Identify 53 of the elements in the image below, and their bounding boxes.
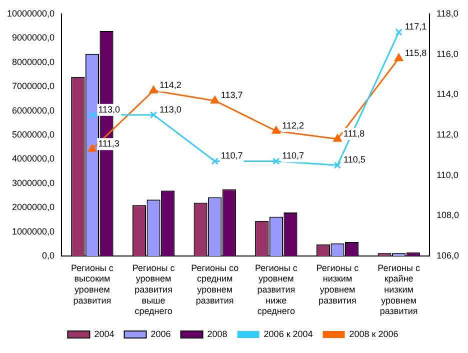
y-tick-label: 5000000,0: [12, 129, 55, 140]
data-label: 111,8: [343, 128, 365, 139]
data-label: 115,8: [404, 48, 427, 58]
y2-tick-label: 114,0: [436, 89, 458, 100]
y-tick-label: 1000000,0: [12, 226, 55, 236]
point: [149, 86, 158, 94]
legend-label: 2008: [207, 328, 228, 339]
point: [88, 111, 96, 118]
x-tick-label: Регионы с уровнем развития выше среднего: [132, 262, 176, 316]
y2-tick-label: 112,0: [436, 129, 458, 140]
y-tick-label: 8000000,0: [12, 56, 55, 67]
legend-label: 2006 к 2004: [264, 328, 313, 339]
point: [210, 96, 220, 104]
point: [272, 126, 280, 134]
point: [272, 158, 280, 165]
legend-label: 2004: [94, 328, 114, 339]
data-label: 111,3: [98, 138, 120, 149]
y-tick-label: 4000000,0: [12, 154, 55, 164]
y2-tick-label: 110,0: [436, 170, 458, 180]
x-tick-label: Регионы с низким уровнем развития: [316, 262, 360, 306]
y-tick-label: 0,0: [42, 250, 55, 260]
y-tick-label: 6000000,0: [12, 105, 55, 116]
point: [394, 54, 404, 62]
data-label: 110,7: [220, 150, 243, 161]
data-label: 113,7: [220, 90, 243, 100]
x-tick-label: Регионы с высоким уровнем развития: [71, 262, 114, 306]
x-tick-label: Регионы с уровнем развития ниже среднего: [254, 262, 298, 316]
point: [395, 28, 402, 36]
point: [211, 158, 218, 165]
y-tick-label: 10000000,0: [6, 8, 55, 18]
point: [150, 111, 158, 118]
legend-label: 2008 к 2006: [349, 328, 398, 339]
y2-tick-label: 106,0: [436, 250, 460, 260]
data-label: 110,7: [282, 150, 304, 161]
legend-label: 2006: [150, 328, 171, 339]
x-tick-label: Регионы со средним уровнем развития: [191, 262, 239, 306]
point: [88, 144, 96, 152]
data-label: 114,2: [160, 80, 182, 90]
point: [333, 134, 342, 142]
y-tick-label: 7000000,0: [12, 81, 55, 92]
data-label: 112,2: [282, 120, 304, 130]
x-tick-label: Регионы с крайне низким уровнем развития: [378, 262, 420, 316]
point: [334, 162, 342, 169]
y2-tick-label: 108,0: [436, 210, 460, 220]
data-label: 117,1: [404, 22, 427, 32]
data-label: 113,0: [98, 104, 120, 114]
y-tick-label: 9000000,0: [12, 32, 55, 43]
y-tick-label: 2000000,0: [12, 202, 55, 212]
data-label: 113,0: [160, 104, 182, 114]
y2-tick-label: 116,0: [436, 48, 458, 59]
data-label: 110,5: [343, 154, 366, 165]
y-tick-label: 3000000,0: [12, 178, 55, 188]
y2-tick-label: 118,0: [436, 8, 458, 18]
